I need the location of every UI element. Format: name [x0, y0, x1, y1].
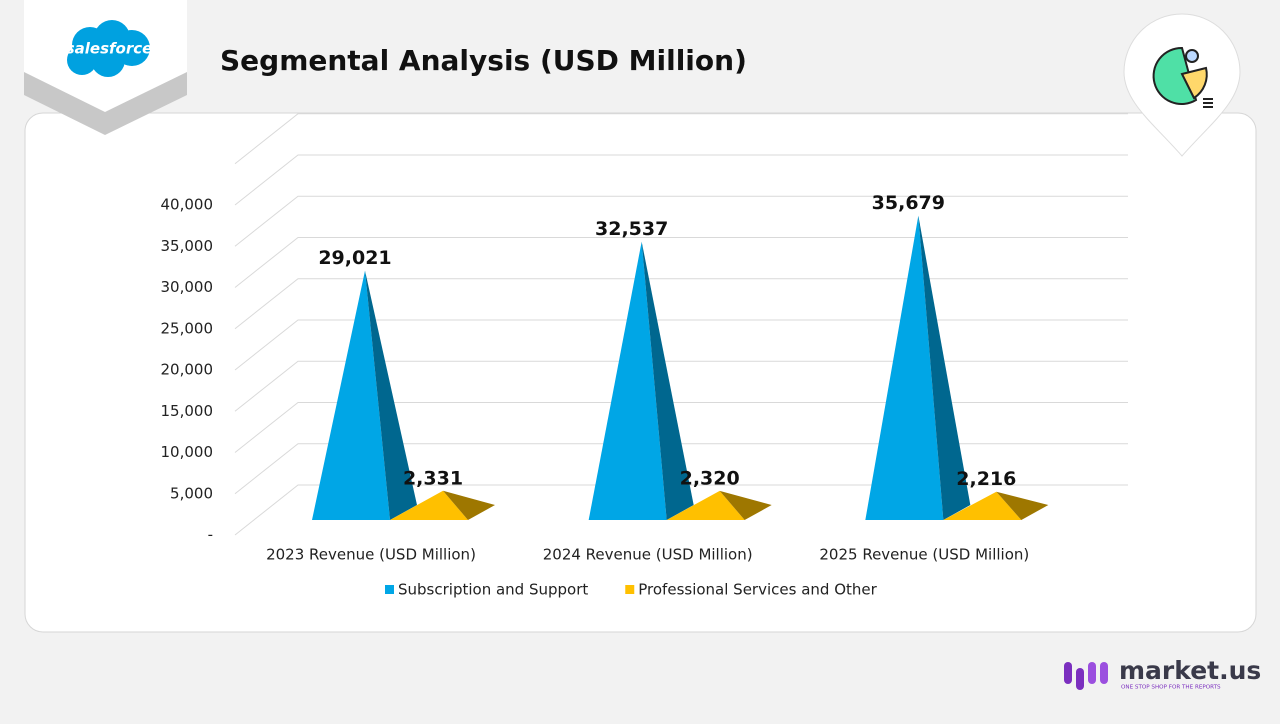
x-tick-label: 2024 Revenue (USD Million) [543, 546, 753, 564]
pyramid-front [390, 490, 468, 520]
legend-label: Subscription and Support [398, 581, 588, 599]
legend-swatch [385, 585, 394, 594]
pyramid-front [943, 491, 1022, 520]
grid-line [234, 360, 1128, 412]
footer-tagline: ONE STOP SHOP FOR THE REPORTS [1121, 685, 1221, 691]
y-tick-label: 15,000 [161, 402, 214, 420]
grid-line [234, 237, 1128, 288]
pyramid-front [312, 270, 390, 520]
grid-line [234, 319, 1128, 371]
pyramid-front [588, 241, 667, 520]
pyramid-front [865, 215, 944, 520]
grid-line [234, 484, 1128, 536]
logo-cloud [67, 20, 150, 77]
pyramid-side [996, 491, 1049, 520]
pyramid-side [719, 490, 772, 520]
footer-logo [1064, 662, 1108, 690]
y-tick-label: - [208, 526, 213, 544]
x-tick-label: 2025 Revenue (USD Million) [819, 546, 1029, 564]
pyramid-side [918, 215, 971, 520]
y-tick-label: 10,000 [161, 443, 214, 461]
pyramid-side [443, 490, 495, 520]
x-tick-label: 2023 Revenue (USD Million) [266, 546, 476, 564]
value-label: 2,320 [680, 467, 740, 489]
y-tick-label: 40,000 [161, 196, 214, 214]
pyramid-side [641, 241, 694, 520]
grid-line [234, 154, 1128, 206]
value-label: 2,331 [403, 467, 463, 489]
legend-swatch [625, 585, 635, 594]
y-tick-label: 20,000 [161, 361, 214, 379]
legend-label: Professional Services and Other [638, 581, 877, 599]
grid-line [234, 443, 1128, 495]
chart-title: Segmental Analysis (USD Million) [220, 44, 747, 77]
grid-line [234, 195, 1128, 247]
grid-line [234, 278, 1128, 330]
value-label: 29,021 [318, 247, 391, 269]
corner-icon [1123, 13, 1241, 157]
y-tick-label: 30,000 [161, 278, 214, 296]
y-tick-label: 25,000 [161, 319, 214, 337]
value-label: 32,537 [595, 218, 668, 240]
value-label: 35,679 [872, 192, 945, 214]
logo-text: salesforce [66, 40, 153, 58]
grid-line [234, 402, 1128, 453]
y-tick-label: 35,000 [161, 237, 214, 255]
pyramid-side [365, 270, 417, 520]
grid-line [234, 113, 1128, 165]
y-tick-label: 5,000 [170, 484, 213, 502]
pyramid-front [666, 490, 745, 520]
footer-brand: market.us [1119, 656, 1261, 685]
value-label: 2,216 [956, 468, 1016, 490]
